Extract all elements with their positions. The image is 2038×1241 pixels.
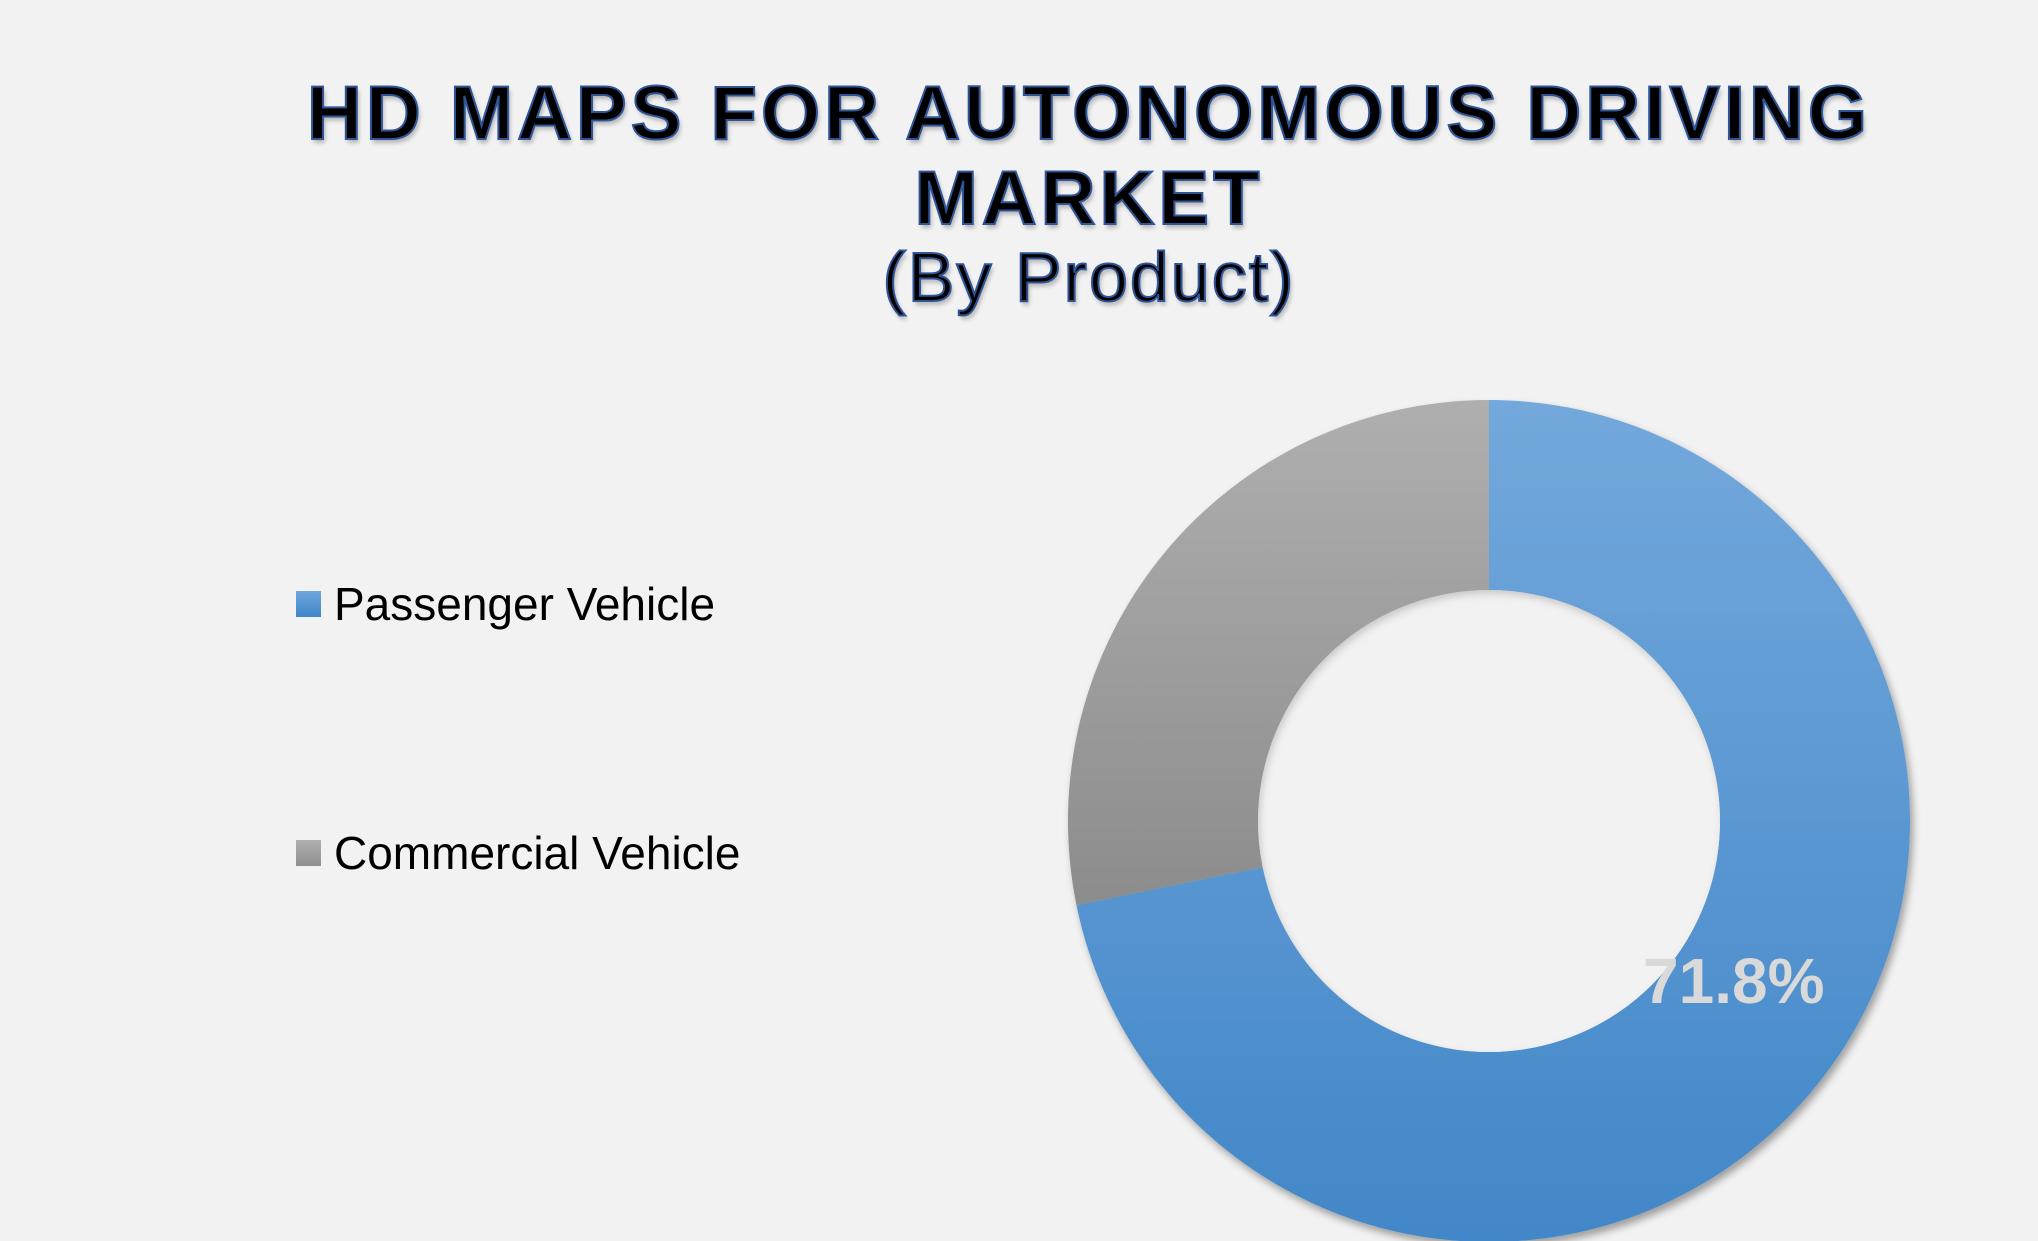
donut-hole [1258, 590, 1720, 1052]
donut-slice-commercial-vehicle[interactable] [1068, 400, 1489, 906]
chart-subtitle: (By Product) [882, 237, 1296, 317]
chart-title-line-1: HD MAPS FOR AUTONOMOUS DRIVING [306, 70, 1872, 157]
legend-label: Commercial Vehicle [334, 827, 741, 879]
legend-item-passenger-vehicle: Passenger Vehicle [296, 577, 715, 631]
chart-title-line-2: MARKET [913, 155, 1264, 242]
donut-slice-passenger-vehicle[interactable] [1076, 400, 1910, 1241]
data-label-passenger: 71.8% [1643, 945, 1825, 1017]
legend-swatch-passenger-icon [296, 591, 321, 617]
legend-item-commercial-vehicle: Commercial Vehicle [296, 826, 740, 880]
legend-label: Passenger Vehicle [334, 578, 716, 630]
legend-swatch-commercial-icon [296, 840, 321, 866]
